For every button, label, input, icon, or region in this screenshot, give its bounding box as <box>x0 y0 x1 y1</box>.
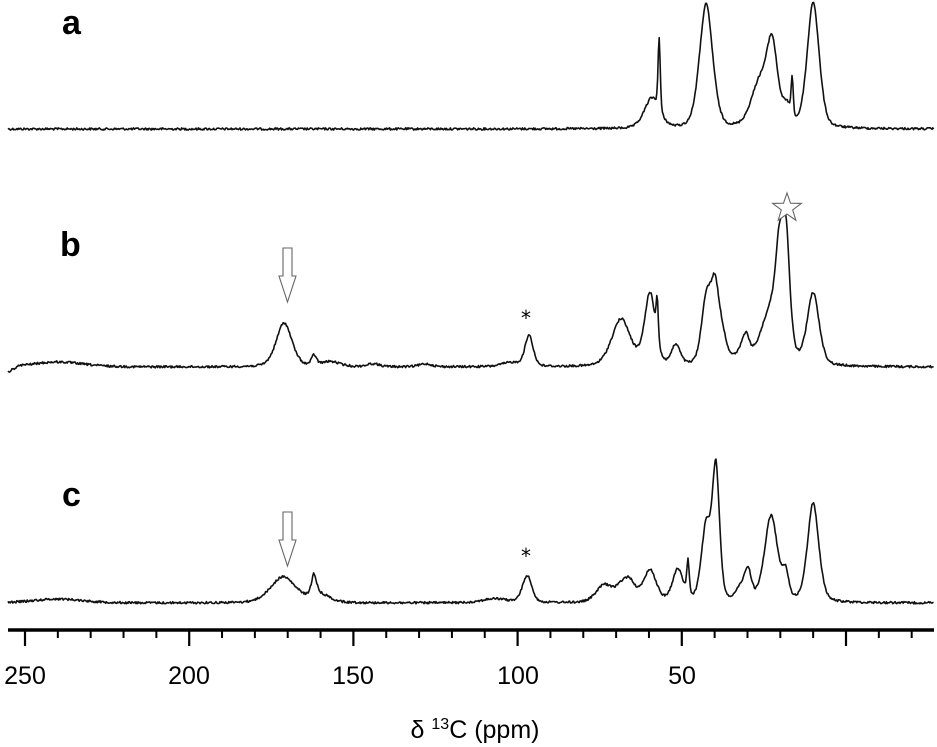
panel-label-c: c <box>62 476 81 514</box>
x-axis-title-suffix: C (ppm) <box>449 716 539 744</box>
x-axis-tick-labels: 250 200 150 100 50 <box>4 662 696 690</box>
arrow-down-icon-c <box>278 511 297 568</box>
asterisk-icon-b: * <box>521 306 531 330</box>
spectrum-trace-a <box>7 1 935 131</box>
panel-label-b: b <box>60 226 81 264</box>
tick-label-100: 100 <box>497 662 539 690</box>
spectrum-trace-b <box>7 211 934 373</box>
asterisk-icon-c: * <box>521 544 531 568</box>
spectra-group: a b c * * <box>7 1 935 605</box>
star-icon-b <box>771 191 803 222</box>
tick-label-200: 200 <box>168 662 210 690</box>
tick-label-50: 50 <box>668 662 696 690</box>
x-axis-title-prefix: δ <box>411 716 432 744</box>
panel-label-a: a <box>62 4 82 42</box>
spectrum-trace-c <box>7 458 934 605</box>
tick-label-150: 150 <box>332 662 374 690</box>
tick-label-250: 250 <box>4 662 46 690</box>
arrow-down-icon-b <box>278 247 297 304</box>
x-axis-ticks <box>23 630 913 646</box>
x-axis-title-sup: 13 <box>431 716 449 733</box>
x-axis-title: δ 13C (ppm) <box>411 716 540 744</box>
x-axis: 250 200 150 100 50 δ 13C (ppm) <box>4 628 934 744</box>
